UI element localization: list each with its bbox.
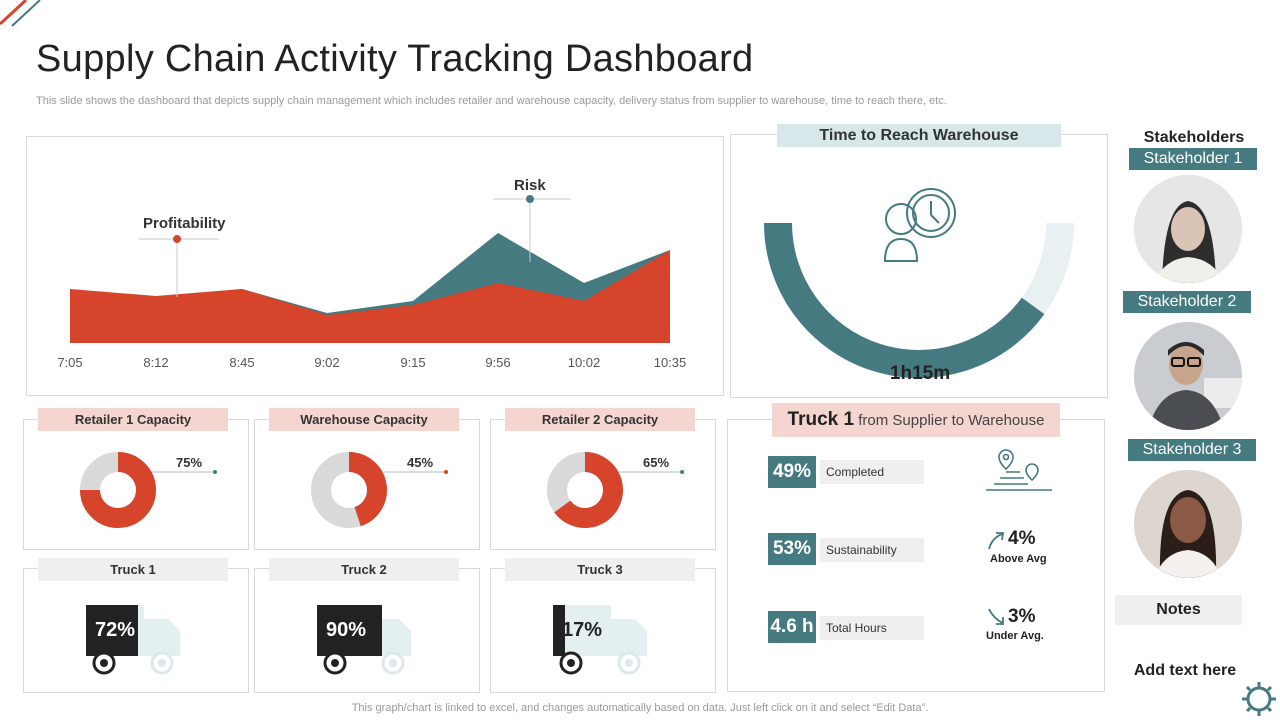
- gear-icon: [1242, 682, 1276, 716]
- page-subtitle: This slide shows the dashboard that depi…: [36, 95, 947, 107]
- person-icon: [1134, 470, 1242, 578]
- profitability-annotation: Profitability: [143, 215, 226, 232]
- stakeholder-label: Stakeholder 3: [1128, 439, 1256, 461]
- metric-badge: 53%: [768, 533, 816, 565]
- capacity-title: Retailer 2 Capacity: [505, 408, 695, 431]
- truck-value: 72%: [94, 619, 136, 641]
- notes-text[interactable]: Add text here: [1133, 662, 1237, 679]
- truck-panel[interactable]: Truck 1 72%: [23, 558, 249, 693]
- capacity-panel[interactable]: Retailer 2 Capacity 65%: [490, 408, 716, 550]
- truck-cab: [144, 619, 180, 656]
- gauge-progress: [764, 222, 1045, 378]
- capacity-value: 65%: [643, 455, 670, 470]
- donut-callout-dot: [680, 470, 684, 474]
- truck-cab: [375, 619, 411, 656]
- time-value: 1h15m: [889, 363, 951, 384]
- truck-route-panel[interactable]: Truck 1 from Supplier to Warehouse 49% C…: [727, 403, 1105, 692]
- truck-panel[interactable]: Truck 2 90%: [254, 558, 480, 693]
- truck-fill: [553, 605, 565, 656]
- capacity-value: 45%: [407, 455, 434, 470]
- person-clock-icon: [883, 188, 956, 262]
- truck-icon: [86, 605, 180, 675]
- metric-label: Sustainability: [820, 538, 924, 562]
- stakeholder-label: Stakeholder 2: [1123, 291, 1251, 313]
- metric-label: Completed: [820, 460, 924, 484]
- truck-fill: [317, 605, 382, 656]
- x-tick-label: 9:15: [400, 355, 426, 370]
- capacity-donut: [547, 452, 684, 528]
- capacity-panel[interactable]: Retailer 1 Capacity 75%: [23, 408, 249, 550]
- x-tick-label: 10:02: [567, 355, 601, 370]
- area-chart: [70, 195, 670, 343]
- capacity-panel[interactable]: Warehouse Capacity 45%: [254, 408, 480, 550]
- truck-icon: [317, 605, 411, 675]
- stakeholder-1-avatar[interactable]: [1134, 175, 1242, 283]
- truck-route-title-rest: from Supplier to Warehouse: [858, 412, 1045, 429]
- x-tick-label: 9:02: [314, 355, 340, 370]
- x-tick-label: 8:45: [229, 355, 255, 370]
- under-avg-label: Under Avg.: [986, 630, 1044, 642]
- x-tick-label: 9:56: [485, 355, 511, 370]
- risk-marker: [526, 195, 534, 203]
- donut-value-arc: [554, 452, 623, 528]
- area-chart-panel[interactable]: Profitability Risk 7:05 8:12 8:45 9:02 9:15 9…: [26, 136, 724, 396]
- capacity-title: Retailer 1 Capacity: [38, 408, 228, 431]
- stakeholder-label: Stakeholder 1: [1129, 148, 1257, 170]
- x-tick-label: 7:05: [57, 355, 83, 370]
- donut-callout-dot: [213, 470, 217, 474]
- truck-icon: [553, 605, 647, 675]
- time-gauge: [764, 188, 1074, 378]
- above-avg-value: 4%: [1008, 528, 1036, 549]
- gauge-track: [764, 222, 1074, 378]
- arrow-down-icon: [988, 608, 1004, 625]
- stakeholders-title: Stakeholders: [1143, 129, 1245, 146]
- capacity-title: Warehouse Capacity: [269, 408, 459, 431]
- capacity-donut: [311, 452, 448, 528]
- time-card-title: Time to Reach Warehouse: [777, 124, 1061, 147]
- x-tick-label: 8:12: [143, 355, 169, 370]
- truck-route-title-strong: Truck 1: [787, 409, 855, 430]
- donut-value-arc: [348, 452, 387, 527]
- footer-note: This graph/chart is linked to excel, and…: [351, 702, 929, 714]
- truck-cab: [611, 619, 647, 656]
- person-icon: [1134, 322, 1242, 430]
- truck-panel[interactable]: Truck 3 17%: [490, 558, 716, 693]
- truck-title: Truck 2: [269, 558, 459, 581]
- arrow-up-icon: [988, 532, 1005, 550]
- stakeholder-3-avatar[interactable]: [1134, 470, 1242, 578]
- person-icon: [1134, 175, 1242, 283]
- truck-title: Truck 3: [505, 558, 695, 581]
- corner-decoration: [0, 0, 41, 27]
- donut-callout-dot: [444, 470, 448, 474]
- metric-label: Total Hours: [820, 616, 924, 640]
- profitability-marker: [173, 235, 181, 243]
- notes-title: Notes: [1115, 595, 1242, 625]
- above-avg-label: Above Avg: [990, 553, 1047, 565]
- truck-value: 17%: [561, 619, 603, 641]
- truck-fill: [86, 605, 138, 656]
- page-title: Supply Chain Activity Tracking Dashboard: [36, 38, 754, 80]
- metric-badge: 4.6 h: [768, 611, 816, 643]
- capacity-value: 75%: [176, 455, 203, 470]
- time-to-warehouse-panel[interactable]: Time to Reach Warehouse 1h15m: [730, 124, 1108, 398]
- stakeholder-2-avatar[interactable]: [1134, 322, 1242, 430]
- truck-title: Truck 1: [38, 558, 228, 581]
- x-tick-label: 10:35: [653, 355, 687, 370]
- route-map-icon: [986, 449, 1052, 491]
- profitability-series-area: [70, 250, 670, 343]
- capacity-donut: [80, 452, 217, 528]
- donut-value-arc: [80, 452, 156, 528]
- truck-route-title: Truck 1 from Supplier to Warehouse: [772, 403, 1060, 437]
- risk-annotation: Risk: [514, 177, 546, 194]
- under-avg-value: 3%: [1008, 606, 1036, 627]
- metric-badge: 49%: [768, 456, 816, 488]
- truck-value: 90%: [325, 619, 367, 641]
